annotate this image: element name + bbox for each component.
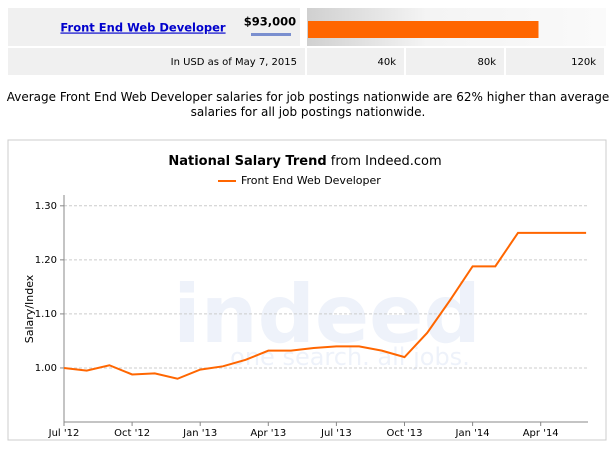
x-tick-label: Jan '14 xyxy=(455,428,490,439)
chart-title: National Salary Trend from Indeed.com xyxy=(168,154,441,169)
salary-bar xyxy=(308,21,539,38)
y-tick-label: 1.10 xyxy=(35,309,57,320)
summary: Average Front End Web Developer salaries… xyxy=(6,90,610,119)
scale-label: 80k xyxy=(477,57,496,68)
title-cell xyxy=(8,8,300,46)
note: In USD as of May 7, 2015 xyxy=(171,57,297,68)
scale-cell xyxy=(307,48,606,75)
x-tick-label: Jul '13 xyxy=(320,428,352,439)
watermark-tagline: one search. all jobs. xyxy=(230,343,470,371)
title-suffix: from Indeed.com xyxy=(331,154,442,169)
scale-label: 40k xyxy=(377,57,396,68)
y-axis-label: Salary/Index xyxy=(23,274,36,343)
y-tick-label: 1.20 xyxy=(35,255,57,266)
title-main: National Salary Trend xyxy=(168,154,326,169)
y-tick-label: 1.30 xyxy=(35,201,57,212)
series-line xyxy=(63,231,587,380)
note-cell xyxy=(8,48,305,75)
job-link[interactable]: Front End Web Developer xyxy=(60,21,225,35)
y-tick-label: 1.00 xyxy=(35,363,57,374)
x-tick-label: Apr '14 xyxy=(523,428,559,439)
x-tick-label: Jan '13 xyxy=(182,428,217,439)
x-tick-label: Jul '12 xyxy=(48,428,80,439)
scale-label: 120k xyxy=(571,57,596,68)
salary-underline xyxy=(251,33,291,36)
x-tick-label: Oct '12 xyxy=(114,428,150,439)
x-tick-label: Oct '13 xyxy=(387,428,423,439)
salary-label: $93,000 xyxy=(244,15,296,29)
watermark: indeed xyxy=(173,268,480,361)
x-tick-label: Apr '13 xyxy=(250,428,286,439)
legend-label: Front End Web Developer xyxy=(241,174,381,187)
chart-frame xyxy=(7,139,607,441)
